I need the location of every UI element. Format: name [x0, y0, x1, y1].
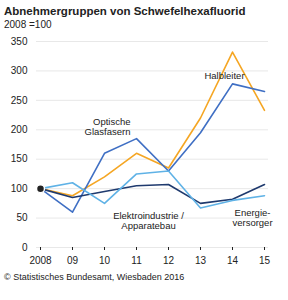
svg-text:50: 50	[16, 212, 28, 223]
svg-text:Elektroindustrie /Apparatebau: Elektroindustrie /Apparatebau	[113, 210, 184, 231]
svg-text:15: 15	[259, 255, 271, 266]
svg-text:300: 300	[11, 65, 28, 76]
svg-text:OptischeGlasfasern: OptischeGlasfasern	[85, 116, 131, 137]
svg-text:200: 200	[11, 124, 28, 135]
svg-text:09: 09	[67, 255, 79, 266]
svg-text:Energie-versorger: Energie-versorger	[232, 207, 272, 228]
html-text:© Statistisches Bundesamt, Wie: © Statistisches Bundesamt, Wiesbaden 201…	[4, 272, 185, 282]
html-text:2008 =100: 2008 =100	[4, 19, 52, 30]
svg-text:11: 11	[131, 255, 142, 266]
svg-text:13: 13	[195, 255, 207, 266]
svg-text:100: 100	[11, 183, 28, 194]
svg-text:350: 350	[11, 36, 28, 47]
svg-text:250: 250	[11, 95, 28, 106]
svg-text:12: 12	[163, 255, 175, 266]
svg-text:150: 150	[11, 153, 28, 164]
html-text:Abnehmergruppen von Schwefelhe: Abnehmergruppen von Schwefelhexafluorid	[4, 5, 246, 17]
svg-text:0: 0	[22, 242, 28, 253]
svg-text:2008: 2008	[29, 255, 52, 266]
svg-text:Halbleiter: Halbleiter	[204, 70, 244, 81]
svg-text:14: 14	[227, 255, 239, 266]
svg-text:10: 10	[99, 255, 111, 266]
